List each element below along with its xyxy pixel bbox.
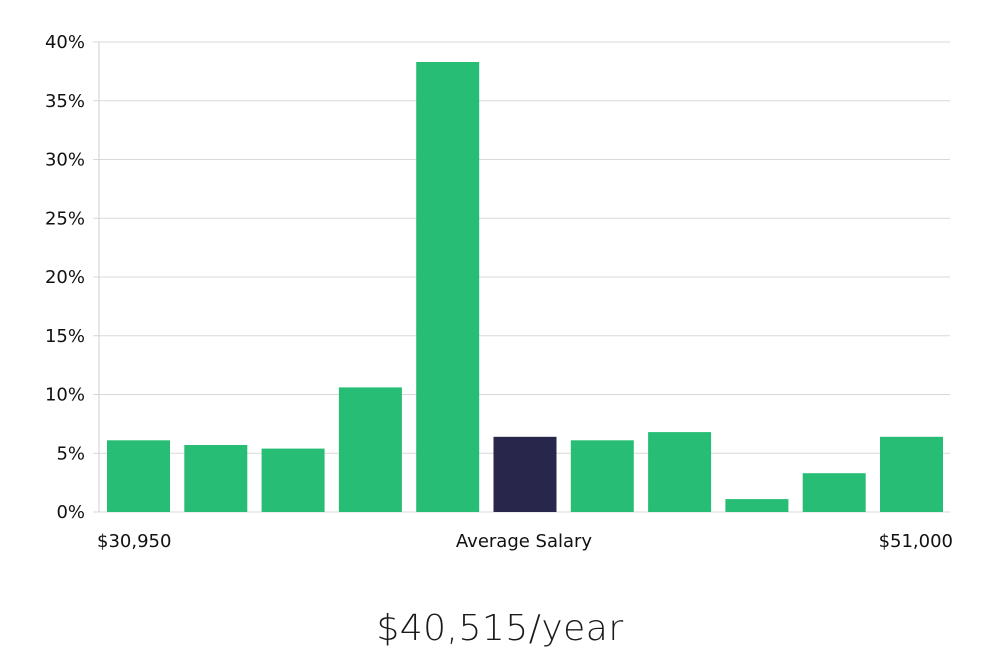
x-max-label: $51,000 xyxy=(879,531,953,552)
histogram-bar xyxy=(338,387,402,512)
salary-histogram: 0% 5% 10% 15% 20% 25% 30% 35% 40% $30,950 Averag… xyxy=(45,32,953,552)
y-axis-ticks: 0% 5% 10% 15% 20% 25% 30% 35% 40% xyxy=(45,32,85,523)
histogram-bar xyxy=(107,440,170,512)
y-tick-label: 10% xyxy=(45,385,85,406)
x-center-label: Average Salary xyxy=(456,531,593,552)
y-tick-label: 25% xyxy=(45,208,85,229)
histogram-bar xyxy=(725,499,789,512)
histogram-bar xyxy=(802,473,866,512)
y-tick-label: 20% xyxy=(45,267,85,288)
average-salary-bar xyxy=(493,436,557,512)
histogram-bar xyxy=(570,440,634,512)
histogram-bar xyxy=(880,436,943,512)
y-tick-label: 5% xyxy=(56,443,85,464)
histogram-bar xyxy=(416,62,480,512)
y-tick-label: 40% xyxy=(45,32,85,53)
bars xyxy=(107,62,943,512)
histogram-bar xyxy=(261,448,325,512)
y-tick-label: 15% xyxy=(45,326,85,347)
histogram-bar xyxy=(184,445,248,512)
y-tick-label: 30% xyxy=(45,150,85,171)
average-salary-value: $40,515/year xyxy=(376,608,624,649)
y-tick-label: 35% xyxy=(45,91,85,112)
x-min-label: $30,950 xyxy=(97,531,171,552)
y-tick-label: 0% xyxy=(56,502,85,523)
histogram-bar xyxy=(648,432,712,512)
